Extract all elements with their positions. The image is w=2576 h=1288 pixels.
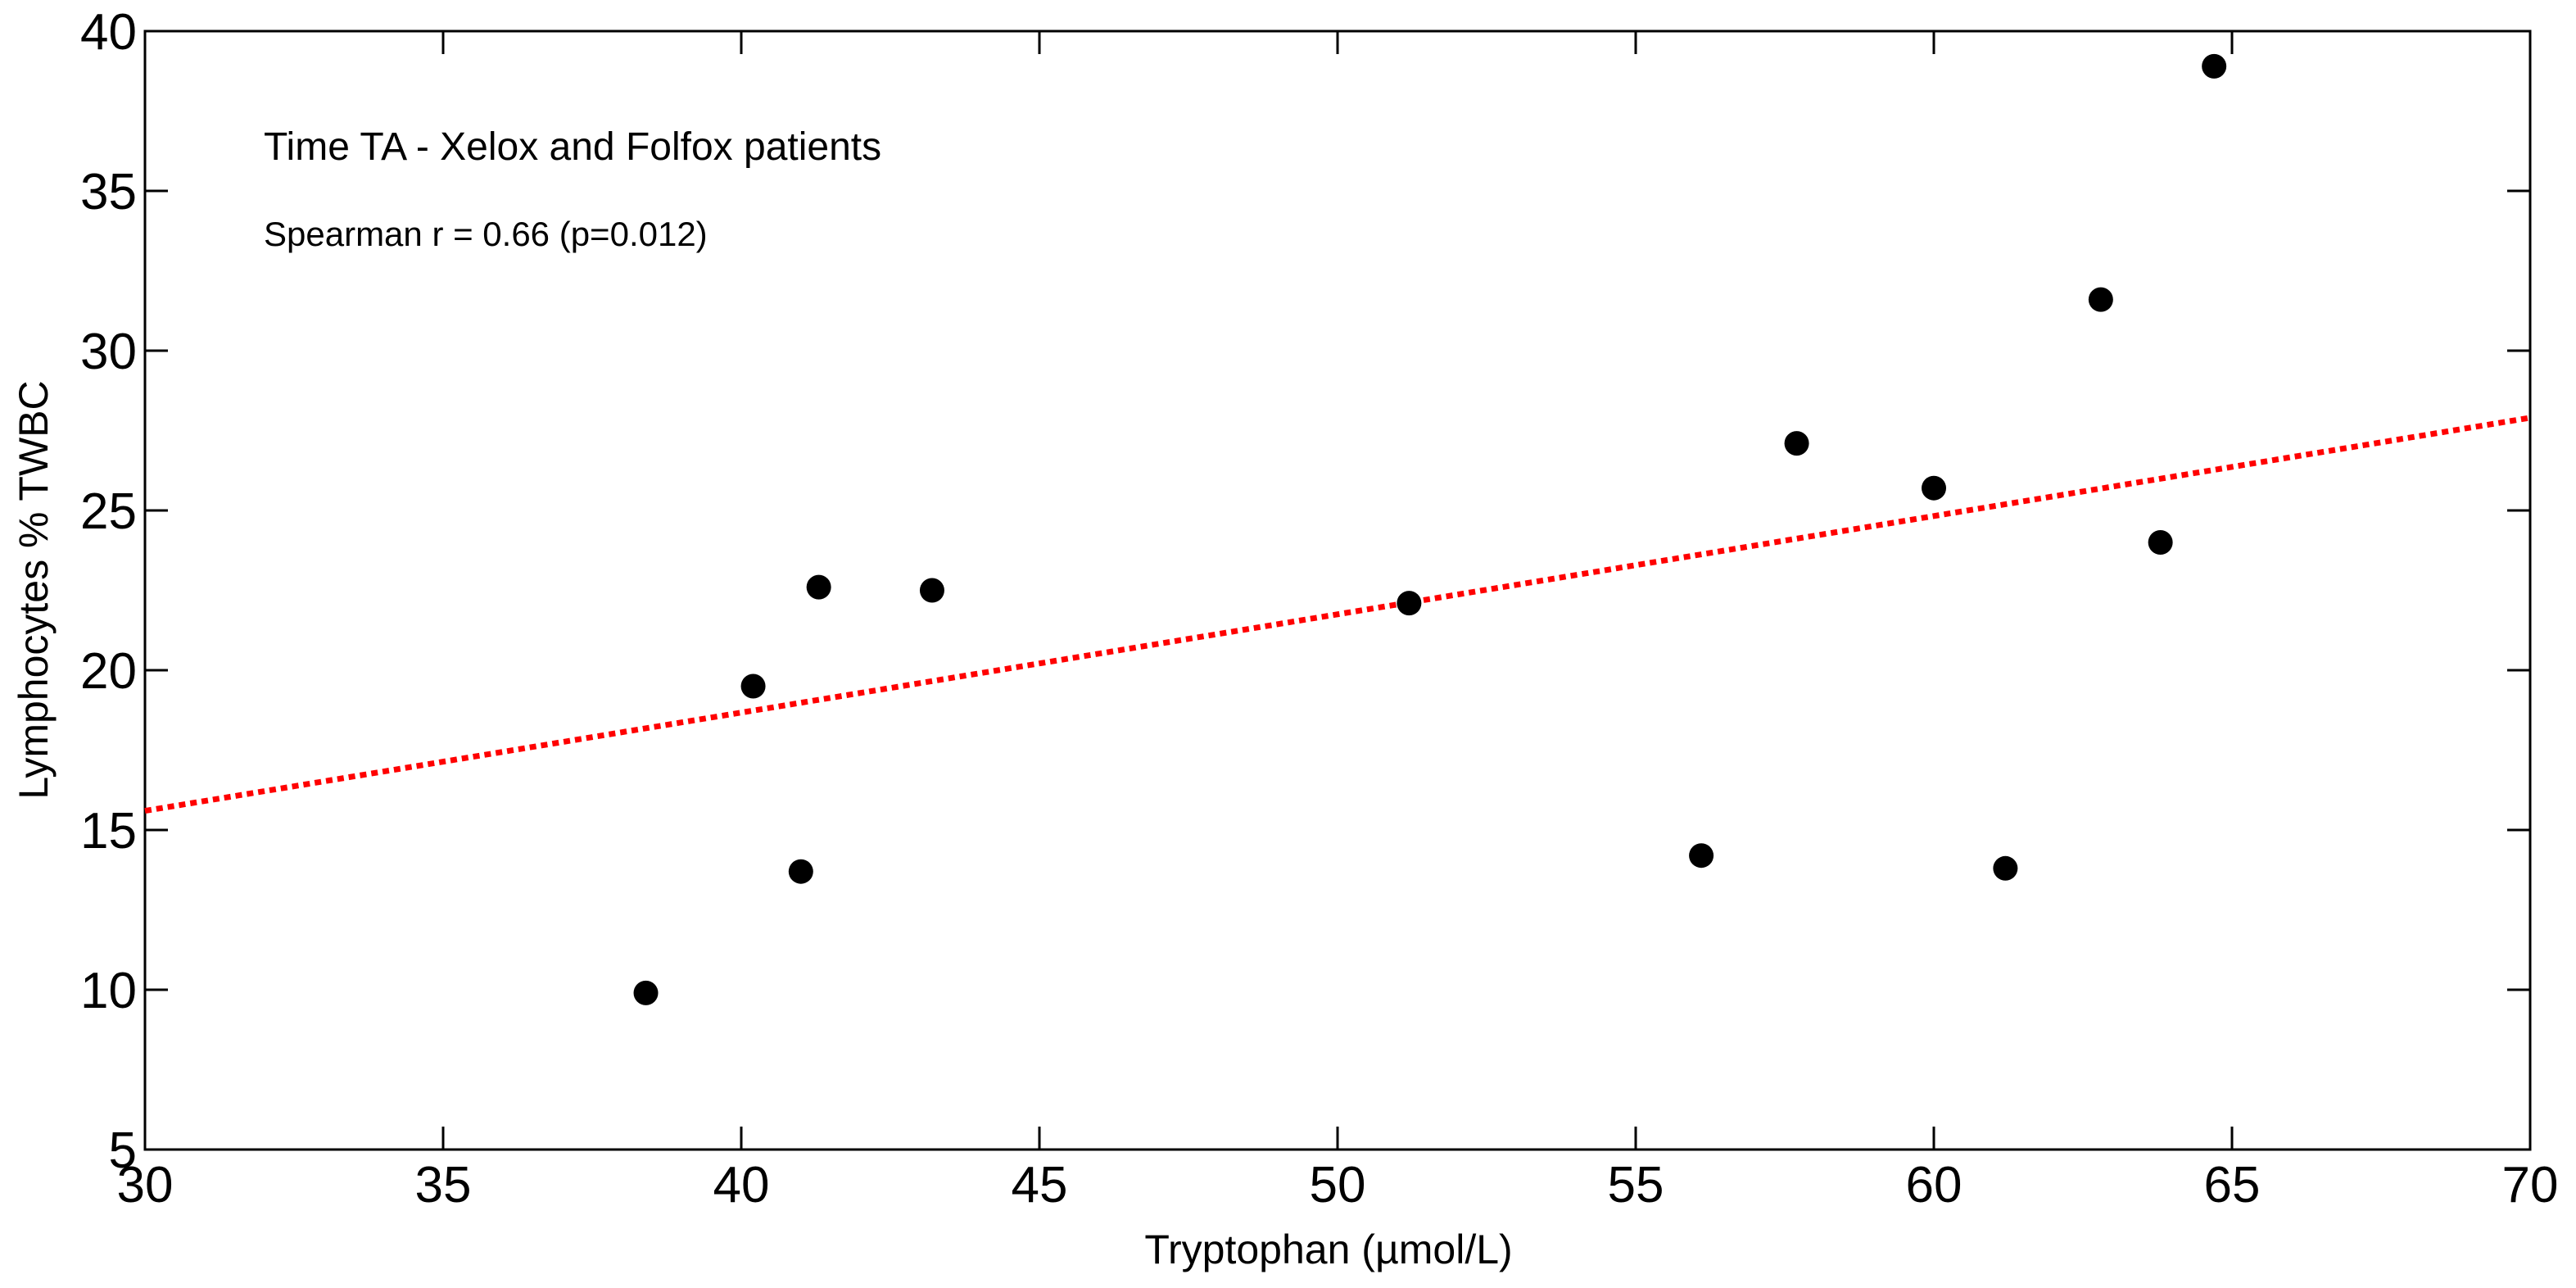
x-tick-label: 30 (117, 1157, 174, 1213)
data-point (1397, 591, 1422, 616)
chart-title: Time TA - Xelox and Folfox patients (264, 125, 881, 169)
plot-area (143, 29, 2532, 1151)
data-point (2202, 53, 2227, 79)
y-tick-label: 35 (80, 164, 137, 220)
y-tick-label: 25 (80, 483, 137, 540)
data-point (740, 673, 766, 699)
y-tick-label: 10 (80, 963, 137, 1019)
data-points (633, 53, 2227, 1005)
data-point (806, 574, 831, 600)
data-point (633, 980, 659, 1005)
y-tick-label: 20 (80, 643, 137, 700)
data-point (2088, 287, 2113, 312)
data-point (788, 859, 813, 884)
data-point (2148, 530, 2173, 555)
data-point (1993, 855, 2018, 881)
y-axis-label: Lymphocytes % TWBC (11, 380, 57, 799)
y-tick-label: 5 (109, 1122, 137, 1179)
x-tick-label: 55 (1608, 1157, 1664, 1213)
data-point (1784, 431, 1809, 456)
x-tick-label: 65 (2204, 1157, 2261, 1213)
x-tick-label: 70 (2502, 1157, 2559, 1213)
data-point (919, 578, 944, 603)
x-axis-label: Tryptophan (µmol/L) (1144, 1227, 1512, 1272)
fit-line (144, 415, 2531, 814)
tick-labels: 30 35 40 45 50 55 60 65 70 5 10 15 20 25 30 35 40 (80, 4, 2558, 1213)
axis-ticks (143, 29, 2532, 1151)
y-tick-label: 15 (80, 803, 137, 859)
x-tick-label: 45 (1012, 1157, 1068, 1213)
x-tick-label: 35 (415, 1157, 472, 1213)
spearman-annotation: Spearman r = 0.66 (p=0.012) (264, 215, 708, 253)
x-tick-label: 40 (713, 1157, 770, 1213)
y-tick-label: 30 (80, 324, 137, 380)
data-point (1922, 475, 1946, 501)
data-point (1689, 843, 1714, 868)
y-tick-label: 40 (80, 4, 137, 61)
x-tick-label: 60 (1906, 1157, 1963, 1213)
x-tick-label: 50 (1310, 1157, 1366, 1213)
